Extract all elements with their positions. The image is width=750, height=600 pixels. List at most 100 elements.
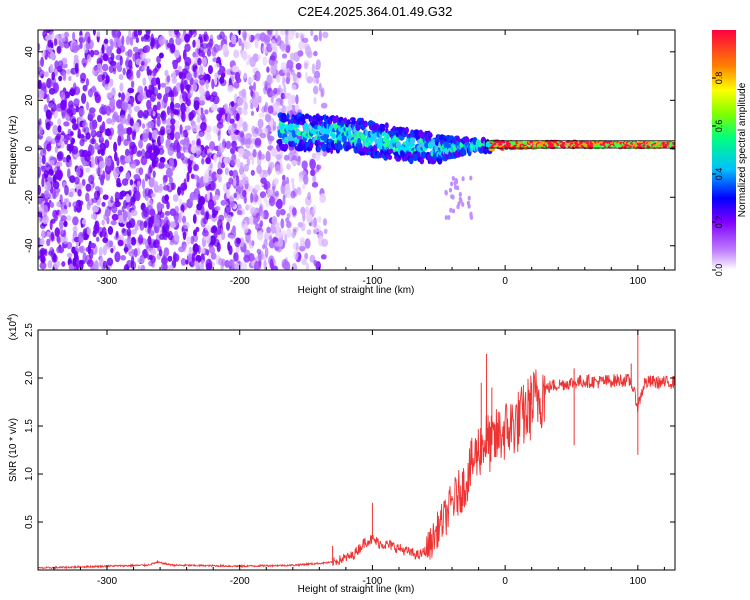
spectrogram-noise-cell: [156, 116, 161, 127]
spectrogram-noise-cell: [81, 178, 86, 187]
spectrogram-noise-cell: [106, 46, 112, 56]
spectrogram-noise-cell: [39, 238, 45, 246]
spectrogram-noise-cell: [229, 118, 235, 124]
spectrogram-noise-cell: [243, 223, 249, 234]
spectrogram-noise-cell: [208, 246, 216, 254]
spectrogram-noise-cell: [314, 151, 321, 161]
spectrogram-noise-cell: [204, 109, 209, 115]
spectrogram-noise-cell: [148, 177, 156, 188]
spectrogram-y-tick-label: 0: [24, 146, 35, 152]
spectrogram-noise-cell: [40, 56, 44, 67]
spectrogram-noise-cell: [291, 231, 296, 239]
spectrogram-noise-cell: [274, 164, 282, 175]
spectrogram-noise-cell: [145, 30, 151, 35]
spectrogram-noise-cell: [73, 98, 80, 105]
spectrogram-noise-cell: [202, 56, 207, 67]
spectrogram-noise-cell: [254, 261, 260, 270]
spectrogram-noise-cell: [262, 244, 266, 250]
spectrogram-noise-cell: [158, 162, 165, 169]
spectrogram-noise-cell: [306, 213, 313, 223]
spectrogram-noise-cell: [285, 106, 290, 112]
spectrogram-noise-cell: [267, 135, 275, 142]
spectrogram-noise-cell: [38, 118, 42, 126]
spectrogram-noise-cell: [210, 252, 217, 260]
spectrogram-signal-cell: [326, 148, 331, 153]
snr-x-tick-label: 100: [629, 576, 646, 587]
spectrogram-noise-cell: [162, 174, 167, 183]
spectrogram-noise-cell: [214, 62, 220, 69]
spectrogram-noise-cell: [74, 62, 79, 74]
spectrogram-noise-cell: [248, 240, 253, 246]
spectrogram-noise-cell: [227, 241, 231, 251]
spectrogram-noise-cell: [139, 51, 146, 61]
spectrogram-noise-cell: [207, 41, 213, 48]
spectrogram-noise-cell: [113, 141, 118, 153]
spectrogram-noise-cell: [264, 246, 269, 258]
spectrogram-signal-cell: [434, 145, 440, 151]
spectrogram-noise-cell: [110, 247, 114, 254]
spectrogram-noise-cell: [269, 75, 274, 84]
spectrogram-noise-cell: [148, 164, 153, 174]
spectrogram-noise-cell: [161, 256, 168, 266]
spectrogram-noise-cell: [273, 87, 278, 95]
spectrogram-noise-cell: [147, 120, 155, 129]
spectrogram-noise-cell: [238, 37, 242, 47]
spectrogram-noise-cell: [303, 174, 309, 185]
spectrogram-noise-cell: [298, 41, 305, 50]
spectrogram-noise-cell: [193, 100, 200, 111]
spectrogram-noise-cell: [163, 93, 168, 104]
spectrogram-noise-cell: [71, 118, 77, 125]
spectrogram-noise-cell: [129, 97, 135, 105]
spectrogram-noise-cell: [64, 91, 70, 99]
spectrogram-noise-cell: [121, 178, 129, 186]
spectrogram-noise-cell: [256, 231, 264, 241]
spectrogram-noise-cell: [39, 71, 44, 77]
spectrogram-noise-cell: [123, 211, 127, 222]
spectrogram-noise-cell: [254, 38, 259, 49]
spectrogram-noise-cell: [250, 110, 255, 116]
spectrogram-noise-cell: [198, 94, 206, 106]
spectrogram-noise-cell: [320, 254, 327, 260]
spectrogram-noise-cell: [56, 133, 61, 141]
spectrogram-noise-cell: [104, 232, 108, 241]
spectrogram-noise-cell: [288, 205, 293, 214]
spectrogram-noise-cell: [305, 46, 312, 57]
spectrogram-noise-cell: [71, 41, 79, 52]
spectrogram-noise-cell: [79, 138, 85, 147]
spectrogram-noise-cell: [229, 234, 235, 240]
spectrogram-noise-cell: [72, 225, 78, 233]
spectrogram-noise-cell: [64, 185, 69, 196]
spectrogram-noise-cell: [250, 89, 254, 97]
spectrogram-noise-cell: [261, 211, 265, 220]
spectrogram-noise-cell: [182, 91, 188, 102]
spectrogram-noise-cell: [116, 99, 123, 109]
spectrogram-noise-cell: [92, 197, 98, 203]
spectrogram-noise-cell: [286, 221, 292, 229]
colorbar-tick-label: 0.2: [714, 216, 724, 229]
spectrogram-noise-cell: [225, 198, 231, 208]
spectrogram-noise-cell: [153, 156, 159, 164]
spectrogram-noise-cell: [316, 164, 320, 173]
spectrogram-noise-cell: [154, 181, 159, 192]
spectrogram-noise-cell: [119, 114, 127, 125]
spectrogram-noise-cell: [135, 58, 142, 66]
spectrogram-noise-cell: [230, 101, 235, 108]
spectrogram-noise-cell: [130, 260, 137, 270]
spectrogram-noise-cell: [131, 204, 136, 211]
spectrogram-noise-cell: [241, 137, 248, 145]
spectrogram-noise-cell: [166, 74, 171, 83]
spectrogram-noise-cell: [301, 37, 309, 43]
spectrogram-noise-cell: [46, 238, 51, 247]
spectrogram-noise-cell: [181, 156, 189, 164]
spectrogram-x-tick-label: -300: [97, 276, 117, 287]
spectrogram-noise-cell: [38, 79, 42, 90]
spectrogram-noise-cell: [231, 34, 237, 45]
spectrogram-noise-cell: [218, 107, 226, 116]
spectrogram-noise-cell: [72, 216, 79, 226]
spectrogram-noise-cell: [237, 148, 245, 154]
spectrogram-noise-cell: [193, 79, 199, 85]
spectrogram-noise-cell: [311, 63, 316, 75]
spectrogram-signal-cell: [357, 137, 362, 145]
spectrogram-noise-cell: [105, 128, 111, 137]
